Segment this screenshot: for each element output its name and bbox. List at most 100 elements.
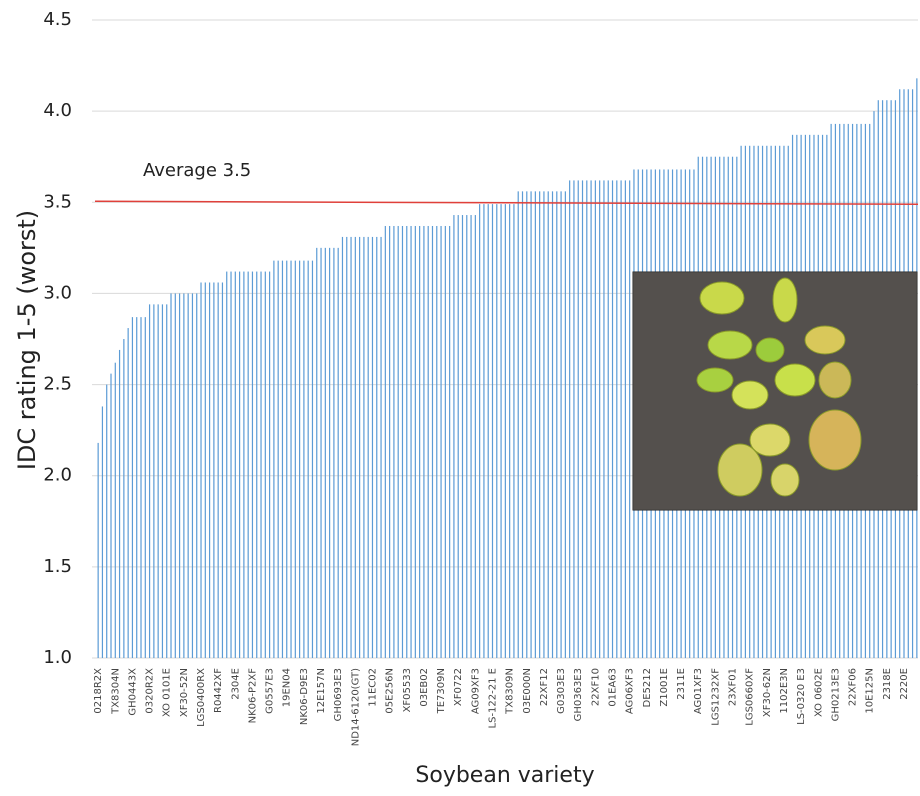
x-tick-label: GH0213E3 [830, 668, 841, 721]
y-tick-label: 3.5 [43, 191, 72, 212]
bar [607, 180, 609, 658]
x-tick-label: 2311E [676, 668, 687, 700]
x-tick-label: LGS0660XF [745, 668, 756, 726]
bar [577, 180, 579, 658]
bar [466, 215, 468, 658]
bar [590, 180, 592, 658]
bar [487, 204, 489, 658]
bar [307, 260, 309, 658]
x-tick-label: NK06-D9E3 [299, 668, 310, 725]
bar [320, 247, 322, 658]
bar [611, 180, 614, 658]
bar [123, 339, 125, 658]
bar [251, 271, 254, 658]
bar [359, 236, 361, 659]
x-tick-label: LGS0400RX [196, 668, 207, 727]
x-tick-label: 2304E [230, 668, 241, 700]
leaf [696, 367, 734, 393]
bar [131, 317, 134, 658]
bar [496, 204, 498, 658]
bar [273, 260, 275, 658]
bar [419, 225, 421, 659]
bar [234, 271, 236, 658]
bar [547, 191, 549, 658]
bar [461, 215, 464, 658]
leaf [772, 277, 798, 323]
bar [208, 282, 211, 658]
bar [97, 442, 99, 658]
y-axis-title: IDC rating 1-5 (worst) [13, 210, 41, 470]
bar [341, 236, 344, 659]
bar [311, 260, 314, 658]
x-tick-label: XO 0602E [813, 668, 824, 717]
x-tick-label: 2220E [899, 668, 910, 700]
bar [560, 191, 562, 658]
bar [350, 236, 352, 659]
bar [106, 384, 108, 658]
x-tick-label: TE7309N [436, 668, 447, 714]
bar [371, 236, 374, 659]
x-tick-label: NK06-P2XF [247, 668, 258, 724]
bar [534, 191, 536, 658]
bar [389, 225, 391, 659]
bar [367, 236, 369, 659]
x-tick-label: 1102E3N [779, 668, 790, 714]
x-tick-label: DE5212 [642, 668, 653, 707]
bar [157, 304, 159, 658]
bar [226, 271, 228, 658]
bar [500, 204, 502, 658]
bar [260, 271, 262, 658]
bar [329, 247, 331, 658]
x-tick-label: 12E157N [316, 668, 327, 714]
x-tick-label: 22XF06 [848, 668, 859, 706]
bar [178, 293, 181, 658]
bar [286, 260, 288, 658]
bar [333, 247, 335, 658]
bar [380, 236, 382, 659]
bar [174, 293, 176, 658]
bar [414, 225, 416, 659]
bar [166, 304, 168, 658]
bar [470, 215, 472, 658]
bar [564, 191, 566, 658]
bar [170, 293, 172, 658]
bar [569, 180, 571, 658]
bar [243, 271, 245, 658]
bar [410, 225, 412, 659]
bar [479, 204, 481, 658]
bar [376, 236, 378, 659]
x-axis-title: Soybean variety [415, 763, 594, 788]
bar [401, 225, 404, 659]
leaf [818, 361, 852, 399]
leaf [808, 409, 862, 471]
bar [573, 180, 575, 658]
x-tick-label: AG09XF3 [470, 668, 481, 714]
y-tick-label: 4.0 [43, 100, 72, 121]
bar [316, 247, 318, 658]
x-tick-label: 22XF12 [539, 668, 550, 706]
bar [217, 282, 219, 658]
bar [213, 282, 215, 658]
x-tick-label: TX8304N [110, 668, 121, 715]
bar [200, 282, 202, 658]
bar [204, 282, 206, 658]
bar [491, 204, 494, 658]
bar [581, 180, 584, 658]
bar [148, 304, 151, 658]
bar [539, 191, 541, 658]
x-tick-label: LS-122-21 E [487, 668, 498, 728]
bar [629, 180, 631, 658]
leaf [731, 380, 769, 410]
bar [118, 349, 121, 658]
bar [354, 236, 356, 659]
bar [187, 293, 189, 658]
inset-photo [632, 271, 918, 511]
x-tick-label: 0320R2X [145, 668, 156, 714]
y-tick-label: 4.5 [43, 9, 72, 30]
bar [594, 180, 596, 658]
bar [384, 225, 386, 659]
bar [363, 236, 365, 659]
bar [483, 204, 485, 658]
bar [238, 271, 241, 658]
